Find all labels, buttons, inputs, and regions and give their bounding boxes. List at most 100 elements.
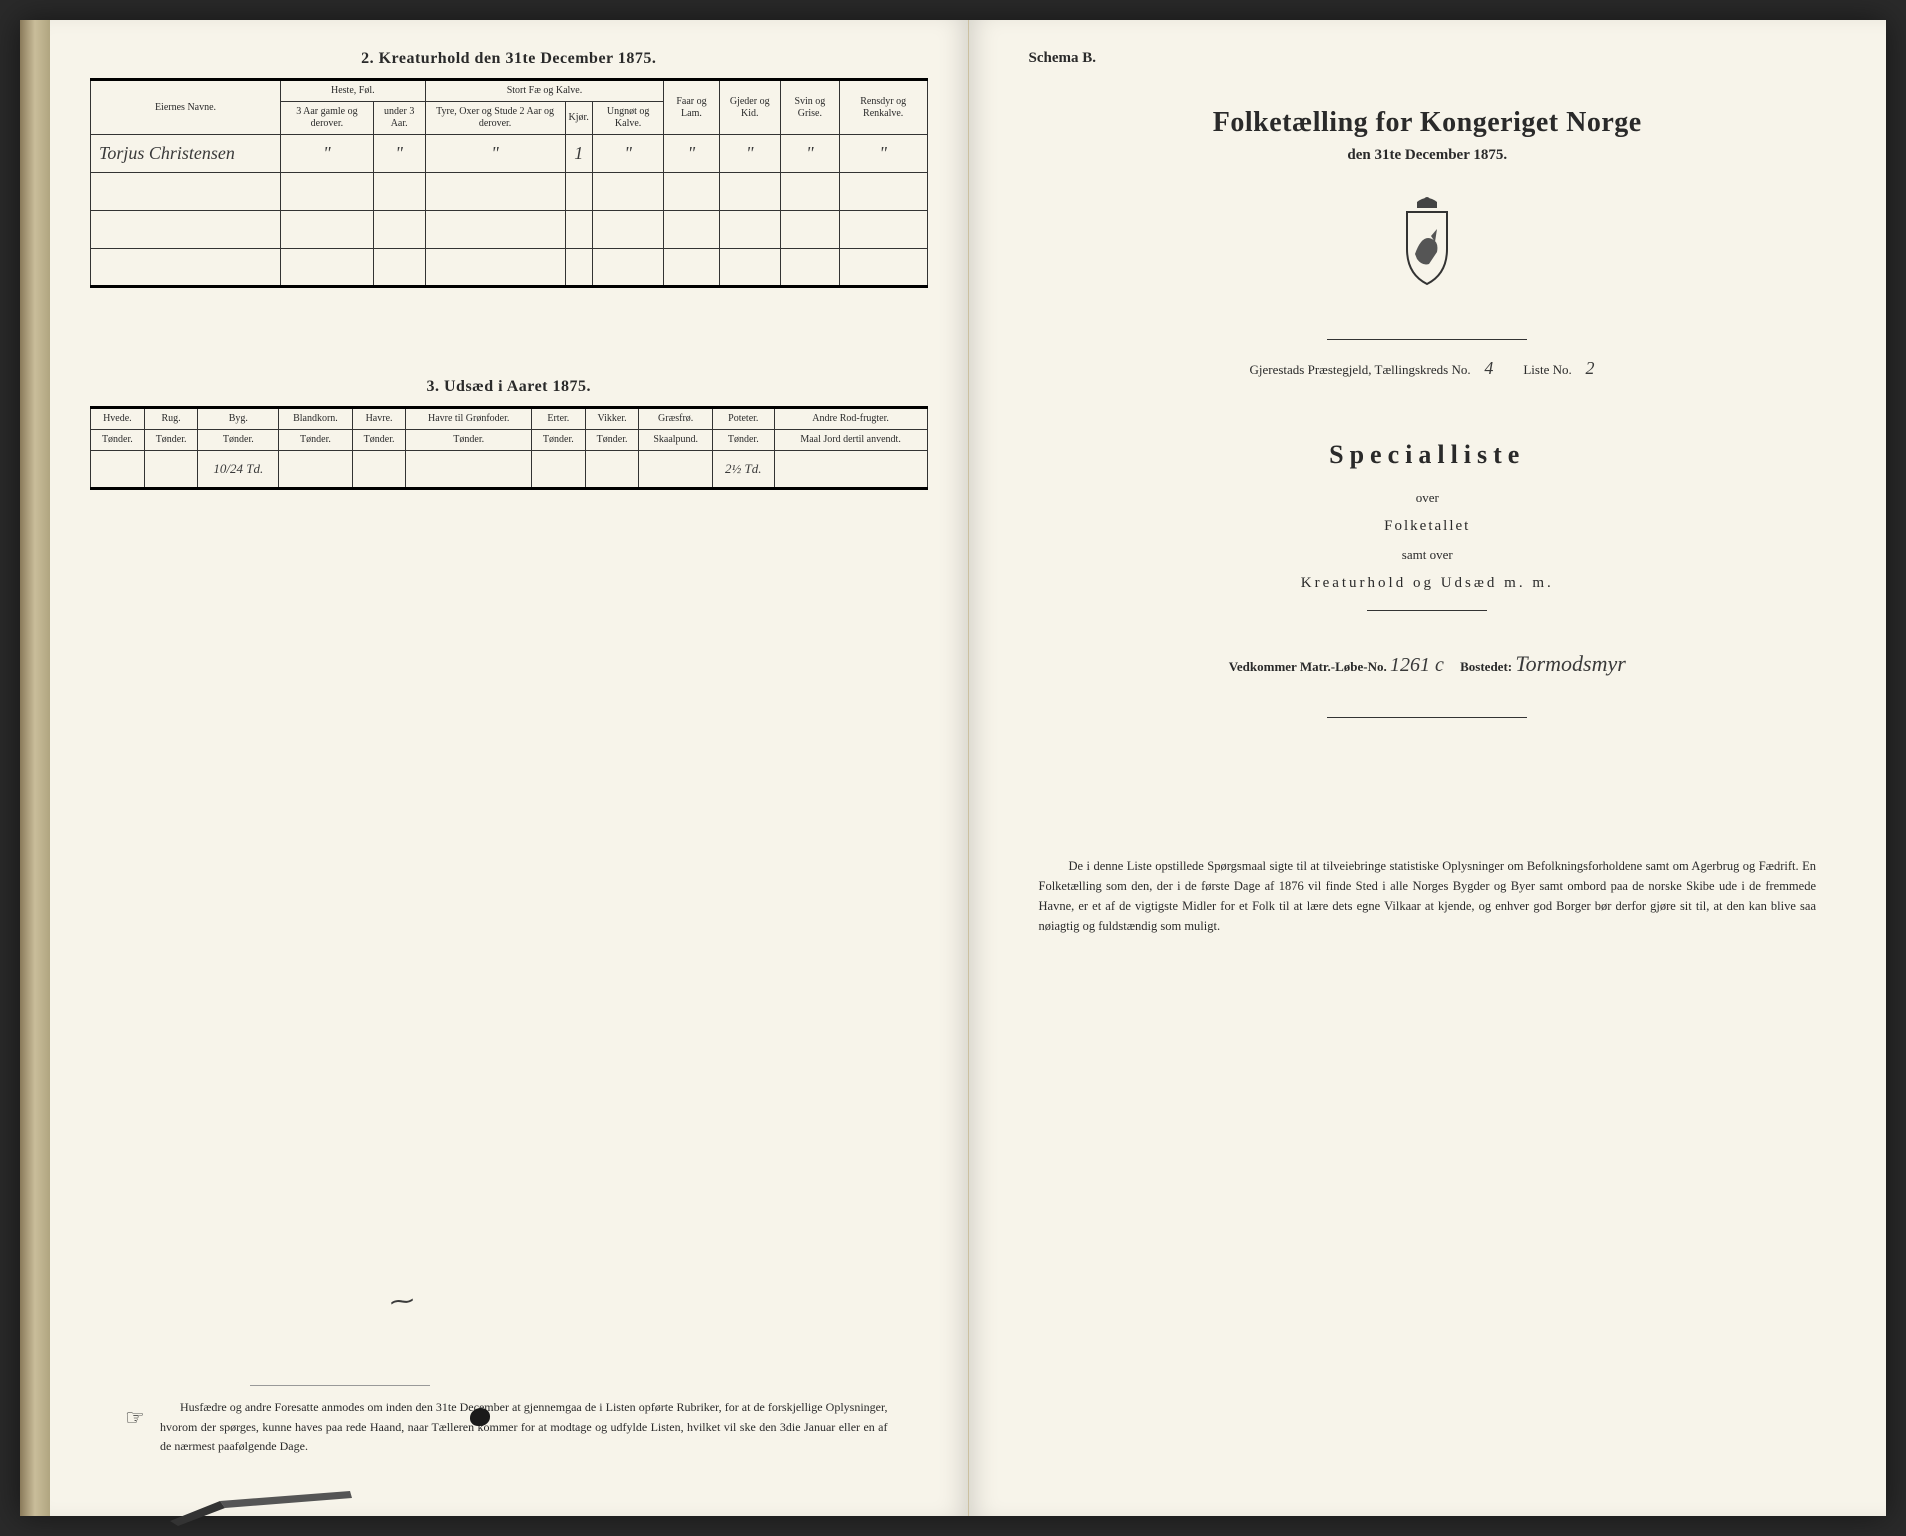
cell [279,451,352,489]
col-fae-c: Ungnøt og Kalve. [592,102,664,135]
vedkommer-line: Vedkommer Matr.-Løbe-No. 1261 c Bostedet… [1009,651,1847,677]
over-label: over [1009,490,1847,506]
t2h2: Byg. [198,408,279,430]
col-faar: Faar og Lam. [664,80,719,135]
t2u10: Maal Jord dertil anvendt. [774,430,927,451]
t2u7: Tønder. [585,430,639,451]
t2u3: Tønder. [279,430,352,451]
col-rensdyr: Rensdyr og Renkalve. [839,80,927,135]
footer-note: ☞ Husfædre og andre Foresatte anmodes om… [160,1398,888,1456]
t2u4: Tønder. [352,430,406,451]
table1-body: Torjus Christensen " " " 1 " " " " " [91,135,928,287]
folketallet-label: Folketallet [1009,518,1847,535]
liste-no: 2 [1575,358,1605,380]
pencil-icon [170,1486,370,1526]
left-footer-area: ☞ Husfædre og andre Foresatte anmodes om… [90,1398,928,1456]
right-page: Schema B. Folketælling for Kongeriget No… [969,20,1887,1516]
meta-line: Gjerestads Præstegjeld, Tællingskreds No… [1009,358,1847,380]
cell: 10/24 Td. [198,451,279,489]
schema-label: Schema B. [1029,50,1847,67]
col-fae-a: Tyre, Oxer og Stude 2 Aar og derover. [425,102,565,135]
table-row [91,211,928,249]
cell [774,451,927,489]
t2u2: Tønder. [198,430,279,451]
t2u0: Tønder. [91,430,145,451]
cell [352,451,406,489]
divider [1327,339,1527,340]
cell [531,451,585,489]
coat-of-arms-icon [1009,194,1847,299]
table-row [91,173,928,211]
section2-title: 2. Kreaturhold den 31te December 1875. [90,50,928,68]
col-heste-b: under 3 Aar. [373,102,425,135]
scribble-mark: ⁓ [389,1286,415,1317]
cell [91,451,145,489]
t2h9: Poteter. [712,408,774,430]
cell: " [719,135,780,173]
info-paragraph: De i denne Liste opstillede Spørgsmaal s… [1039,856,1817,936]
col-svin: Svin og Grise. [780,80,839,135]
book-spread: 2. Kreaturhold den 31te December 1875. E… [20,20,1886,1516]
cell: " [839,135,927,173]
cell: " [780,135,839,173]
subtitle: den 31te December 1875. [1009,147,1847,164]
table-row: Torjus Christensen " " " 1 " " " " " [91,135,928,173]
cell-name: Torjus Christensen [91,135,281,173]
t2h5: Havre til Grønfoder. [406,408,532,430]
section3-title: 3. Udsæd i Aaret 1875. [90,378,928,396]
table-row [91,249,928,287]
t2h3: Blandkorn. [279,408,352,430]
faint-line [250,1385,430,1386]
t2h10: Andre Rod-frugter. [774,408,927,430]
t2h1: Rug. [144,408,198,430]
t2u5: Tønder. [406,430,532,451]
t2u1: Tønder. [144,430,198,451]
cell: " [664,135,719,173]
kreaturhold-table: Eiernes Navne. Heste, Føl. Stort Fæ og K… [90,78,928,288]
ink-blot [470,1408,490,1426]
col-gjeder: Gjeder og Kid. [719,80,780,135]
bostedet-label: Bostedet: [1460,659,1512,674]
udsaed-table: Hvede. Rug. Byg. Blandkorn. Havre. Havre… [90,406,928,490]
table-row: 10/24 Td. 2½ Td. [91,451,928,489]
t2h0: Hvede. [91,408,145,430]
matr-no: 1261 c [1390,654,1444,676]
cell [639,451,712,489]
t2u8: Skaalpund. [639,430,712,451]
t2h4: Havre. [352,408,406,430]
cell: " [281,135,374,173]
cell: " [592,135,664,173]
col-name: Eiernes Navne. [91,80,281,135]
t2u6: Tønder. [531,430,585,451]
kreds-no: 4 [1474,358,1504,380]
col-heste-a: 3 Aar gamle og derover. [281,102,374,135]
t2h8: Græsfrø. [639,408,712,430]
col-heste: Heste, Føl. [281,80,426,102]
col-fae-b: Kjør. [565,102,592,135]
divider [1327,717,1527,718]
cell: " [425,135,565,173]
main-title: Folketælling for Kongeriget Norge [1009,107,1847,139]
t2u9: Tønder. [712,430,774,451]
pointing-hand-icon: ☞ [105,1400,145,1435]
liste-label: Liste No. [1523,362,1571,377]
meta-prefix: Gjerestads Præstegjeld, Tællingskreds No… [1250,362,1471,377]
cell: 1 [565,135,592,173]
specialliste-title: Specialliste [1009,440,1847,470]
kreatur-label: Kreaturhold og Udsæd m. m. [1009,575,1847,592]
divider [1367,610,1487,611]
cell [144,451,198,489]
vedkommer-label: Vedkommer Matr.-Løbe-No. [1229,659,1387,674]
spine-edge [20,20,50,1516]
cell [585,451,639,489]
t2h6: Erter. [531,408,585,430]
bostedet-value: Tormodsmyr [1515,651,1625,676]
footer-note-text: Husfædre og andre Foresatte anmodes om i… [160,1400,888,1452]
cell [406,451,532,489]
t2h7: Vikker. [585,408,639,430]
col-stortfae: Stort Fæ og Kalve. [425,80,664,102]
left-page: 2. Kreaturhold den 31te December 1875. E… [50,20,969,1516]
samt-label: samt over [1009,547,1847,563]
cell: 2½ Td. [712,451,774,489]
cell: " [373,135,425,173]
